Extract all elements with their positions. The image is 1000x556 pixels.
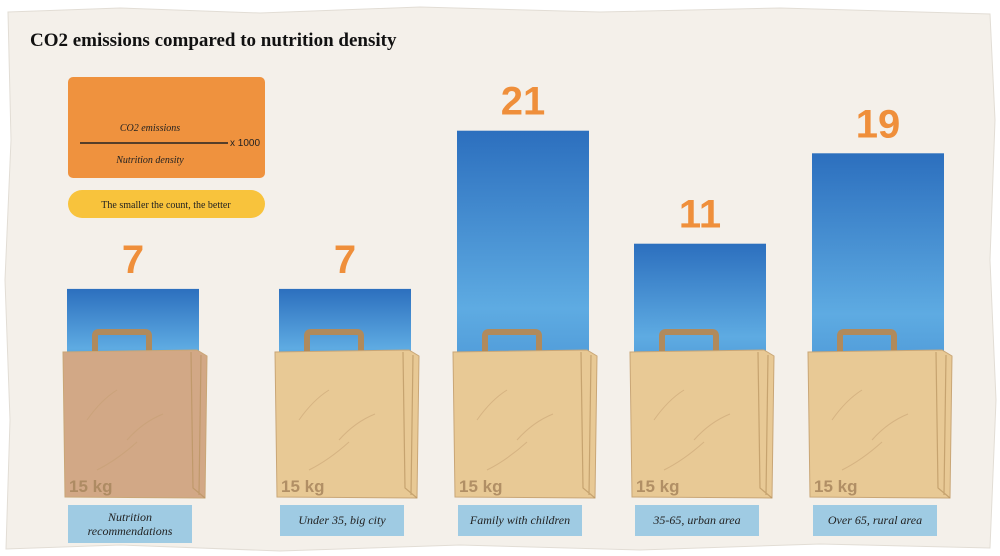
note-pill (68, 190, 265, 218)
bag-label: 15 kg (636, 477, 679, 496)
bag: 15 kg (807, 329, 953, 499)
category-label: Nutrition recommendations (88, 510, 173, 538)
category-label: 35-65, urban area (652, 513, 740, 527)
category-box (635, 505, 759, 536)
category-label: Over 65, rural area (828, 513, 922, 527)
note: The smaller the count, the better (101, 200, 231, 211)
value-label: 19 (856, 102, 901, 146)
bag-texture (298, 389, 376, 471)
bag-fold (757, 351, 773, 499)
bag-texture (653, 389, 731, 471)
bag: 15 kg (274, 329, 420, 499)
bag-texture (831, 389, 909, 471)
bag-body (629, 349, 775, 499)
bag-body (452, 349, 598, 499)
bag-label: 15 kg (69, 477, 112, 496)
formula-numerator: CO2 emissions (120, 123, 180, 134)
bag-fold (402, 351, 418, 499)
bag-handle (92, 329, 152, 362)
plot: 7 15 kg Nutrition recommendations 7 15 kg Unde… (62, 80, 953, 543)
bag-fold (580, 351, 596, 499)
chart-title: CO2 emissions compared to nutrition dens… (30, 30, 397, 51)
formula-multiplier: x 1000 (230, 138, 260, 149)
bag-handle (304, 329, 364, 362)
bag-fold (190, 351, 206, 499)
bag: 15 kg (629, 329, 775, 499)
bag-body (62, 349, 208, 499)
category-box (280, 505, 404, 536)
bag-body (807, 349, 953, 499)
formula-box (68, 77, 265, 178)
value-label: 7 (334, 238, 356, 282)
bar (634, 243, 766, 368)
category-label: Family with children (469, 513, 570, 527)
value-label: 7 (122, 238, 144, 282)
category-box (813, 505, 937, 536)
value-label: 11 (679, 193, 721, 237)
category-label: Under 35, big city (298, 513, 386, 527)
value-label: 21 (501, 80, 546, 124)
formula-denominator: Nutrition density (115, 155, 184, 166)
category-box (68, 505, 192, 543)
bag-handle (659, 329, 719, 362)
bag-label: 15 kg (814, 477, 857, 496)
bag-texture (476, 389, 554, 471)
bar (457, 130, 589, 368)
bag: 15 kg (62, 329, 208, 499)
bag-label: 15 kg (459, 477, 502, 496)
bag-texture (86, 389, 164, 471)
bar (812, 153, 944, 368)
bag-body (274, 349, 420, 499)
bag-label: 15 kg (281, 477, 324, 496)
category-box (458, 505, 582, 536)
bag: 15 kg (452, 329, 598, 499)
bag-fold (935, 351, 951, 499)
bag-handle (482, 329, 542, 362)
bag-handle (837, 329, 897, 362)
